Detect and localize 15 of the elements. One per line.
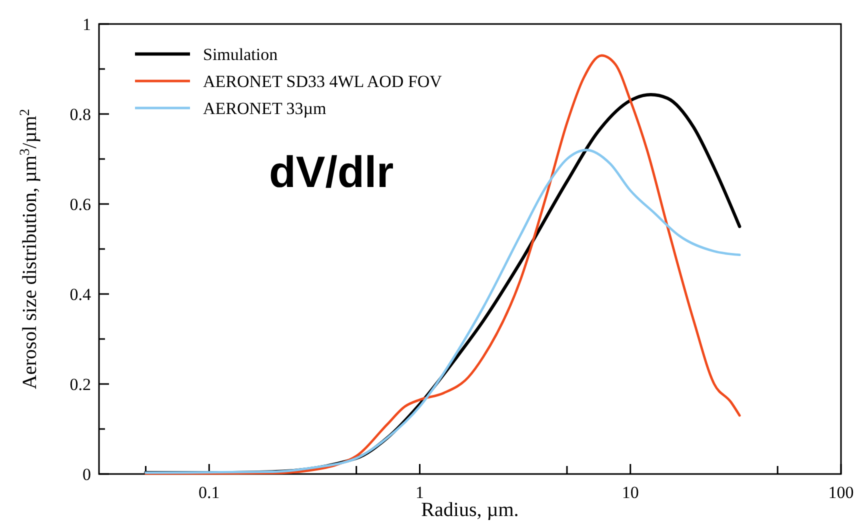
y-tick-label: 0.6 xyxy=(70,195,91,214)
legend-label: AERONET 33µm xyxy=(203,99,326,118)
x-axis-title: Radius, µm. xyxy=(421,499,519,521)
x-tick-label: 10 xyxy=(622,483,639,502)
annotation: dV/dlr xyxy=(269,148,394,197)
x-tick-label: 1 xyxy=(416,483,424,502)
y-tick-label: 1 xyxy=(82,15,91,34)
x-tick-label: 100 xyxy=(828,483,854,502)
legend-label: AERONET SD33 4WL AOD FOV xyxy=(203,72,443,91)
x-tick-label: 0.1 xyxy=(198,483,220,502)
y-tick-label: 0.2 xyxy=(70,375,91,394)
y-tick-label: 0.8 xyxy=(70,105,91,124)
y-tick-label: 0 xyxy=(82,465,91,484)
y-tick-label: 0.4 xyxy=(70,285,92,304)
legend-label: Simulation xyxy=(203,45,278,64)
